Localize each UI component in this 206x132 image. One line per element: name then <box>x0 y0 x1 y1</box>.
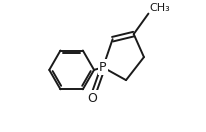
Text: CH₃: CH₃ <box>149 3 170 13</box>
Text: P: P <box>99 61 107 74</box>
Text: O: O <box>87 92 97 105</box>
